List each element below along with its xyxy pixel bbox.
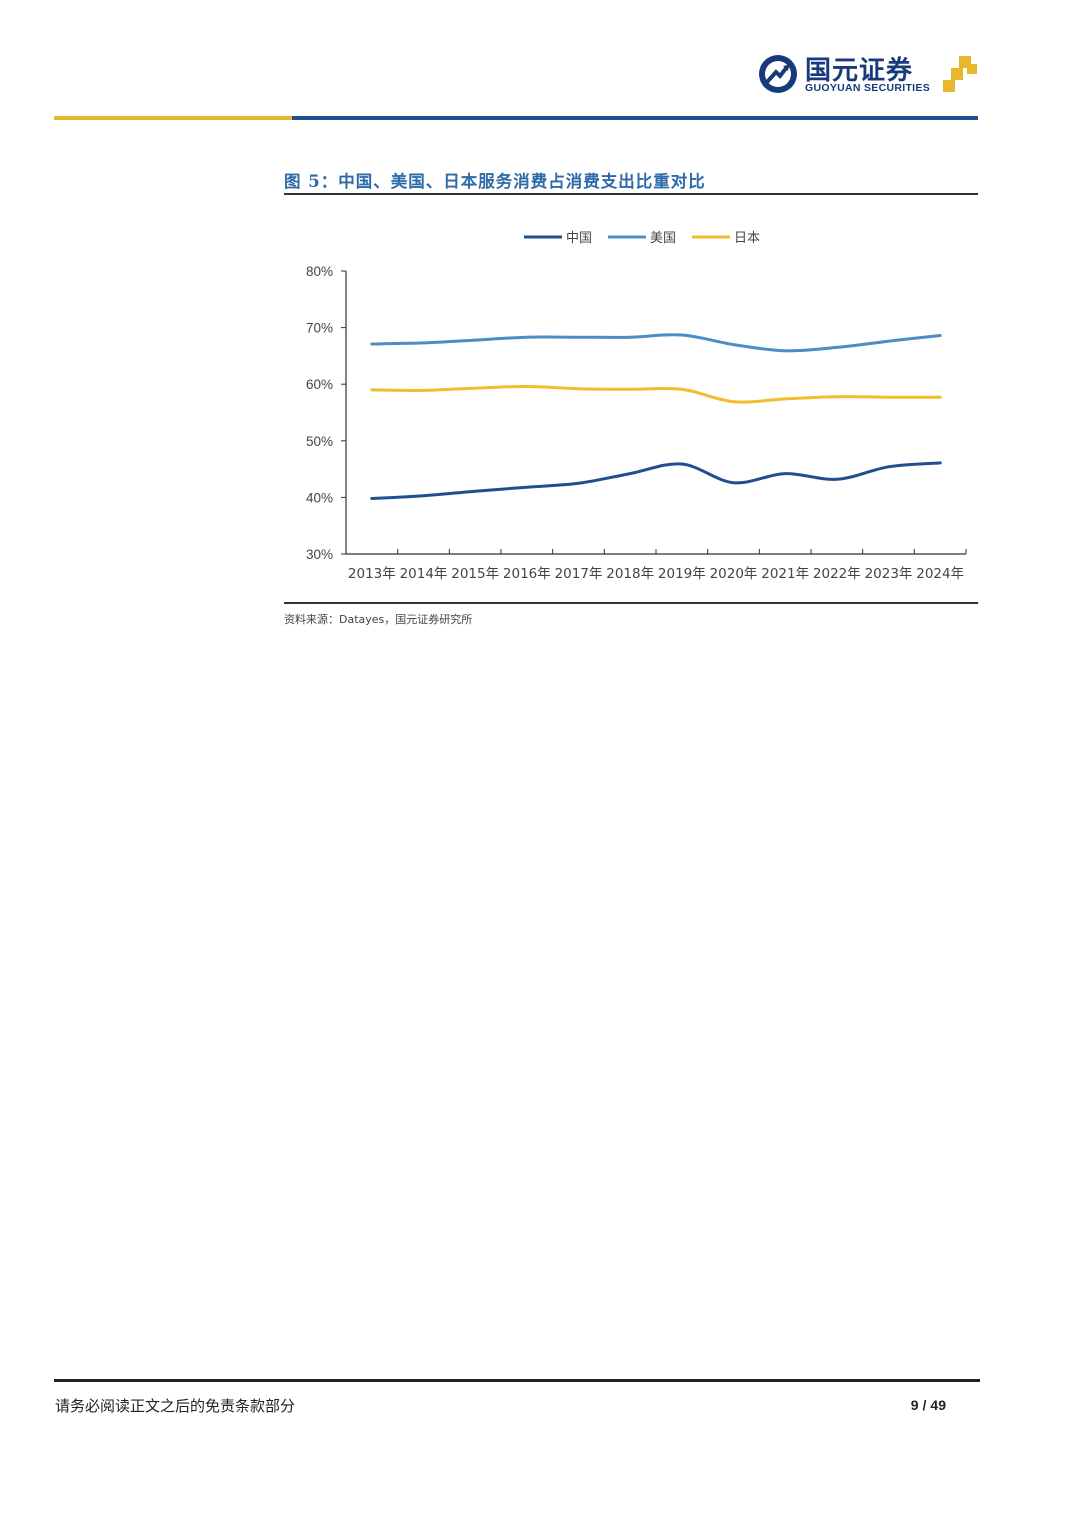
x-axis: 2013年 2014年 2015年 2016年 2017年 2018年 2019年 2020年… <box>345 549 967 582</box>
x-tick-label: 2016年 <box>503 566 551 582</box>
brand-name-en: GUOYUAN SECURITIES <box>805 82 930 94</box>
chart-legend: 中国 美国 日本 <box>524 231 760 246</box>
figure-rule-top <box>284 193 978 195</box>
x-tick-label: 2021年 <box>761 566 809 582</box>
x-tick-label: 2014年 <box>400 566 448 582</box>
legend-label: 美国 <box>650 231 676 246</box>
x-tick-label: 2023年 <box>865 566 913 582</box>
x-tick-label: 2015年 <box>451 566 499 582</box>
figure-rule-bottom <box>284 602 978 604</box>
y-tick-label: 70% <box>306 321 333 336</box>
figure-title: 图 5：中国、美国、日本服务消费占消费支出比重对比 <box>284 172 706 191</box>
page-separator: / <box>922 1397 927 1413</box>
x-tick-label: 2020年 <box>710 566 758 582</box>
x-tick-label: 2013年 <box>348 566 396 582</box>
logo-gold-blocks-icon <box>943 56 977 92</box>
series-line-中国 <box>370 461 942 500</box>
y-tick-label: 30% <box>306 547 333 562</box>
x-tick-label: 2017年 <box>555 566 603 582</box>
x-tick-label: 2022年 <box>813 566 861 582</box>
page-number: 9/49 <box>880 1397 946 1413</box>
y-tick-label: 40% <box>306 490 333 505</box>
page-total: 49 <box>930 1397 946 1413</box>
brand-name-cn: 国元证券 <box>805 56 914 86</box>
legend-label: 中国 <box>566 231 592 246</box>
legend-label: 日本 <box>734 231 760 246</box>
header-rule-gold <box>54 116 292 120</box>
y-tick-label: 80% <box>306 264 333 279</box>
x-tick-label: 2018年 <box>606 566 654 582</box>
y-tick-label: 50% <box>306 434 333 449</box>
y-tick-label: 60% <box>306 377 333 392</box>
series-line-日本 <box>370 384 942 404</box>
x-tick-label: 2024年 <box>916 566 964 582</box>
figure-source: 资料来源：Datayes，国元证券研究所 <box>284 613 473 626</box>
x-tick-label: 2019年 <box>658 566 706 582</box>
brand-logo: 国元证券 GUOYUAN SECURITIES <box>757 52 979 98</box>
page-current: 9 <box>910 1397 919 1413</box>
page-header: 国元证券 GUOYUAN SECURITIES <box>0 0 1080 125</box>
footer-disclaimer: 请务必阅读正文之后的免责条款部分 <box>55 1397 296 1415</box>
series-line-美国 <box>370 333 942 353</box>
y-axis: 80% 70% 60% 50% 40% 30% <box>306 264 347 562</box>
logo-emblem-icon <box>759 55 797 93</box>
footer-rule <box>54 1379 980 1382</box>
header-rule-blue <box>292 116 978 120</box>
service-consumption-chart: 中国 美国 日本 80% 70% 60% 50% 40% 30% 2013年 2014年 2015… <box>306 231 967 582</box>
plot-area <box>370 333 942 500</box>
